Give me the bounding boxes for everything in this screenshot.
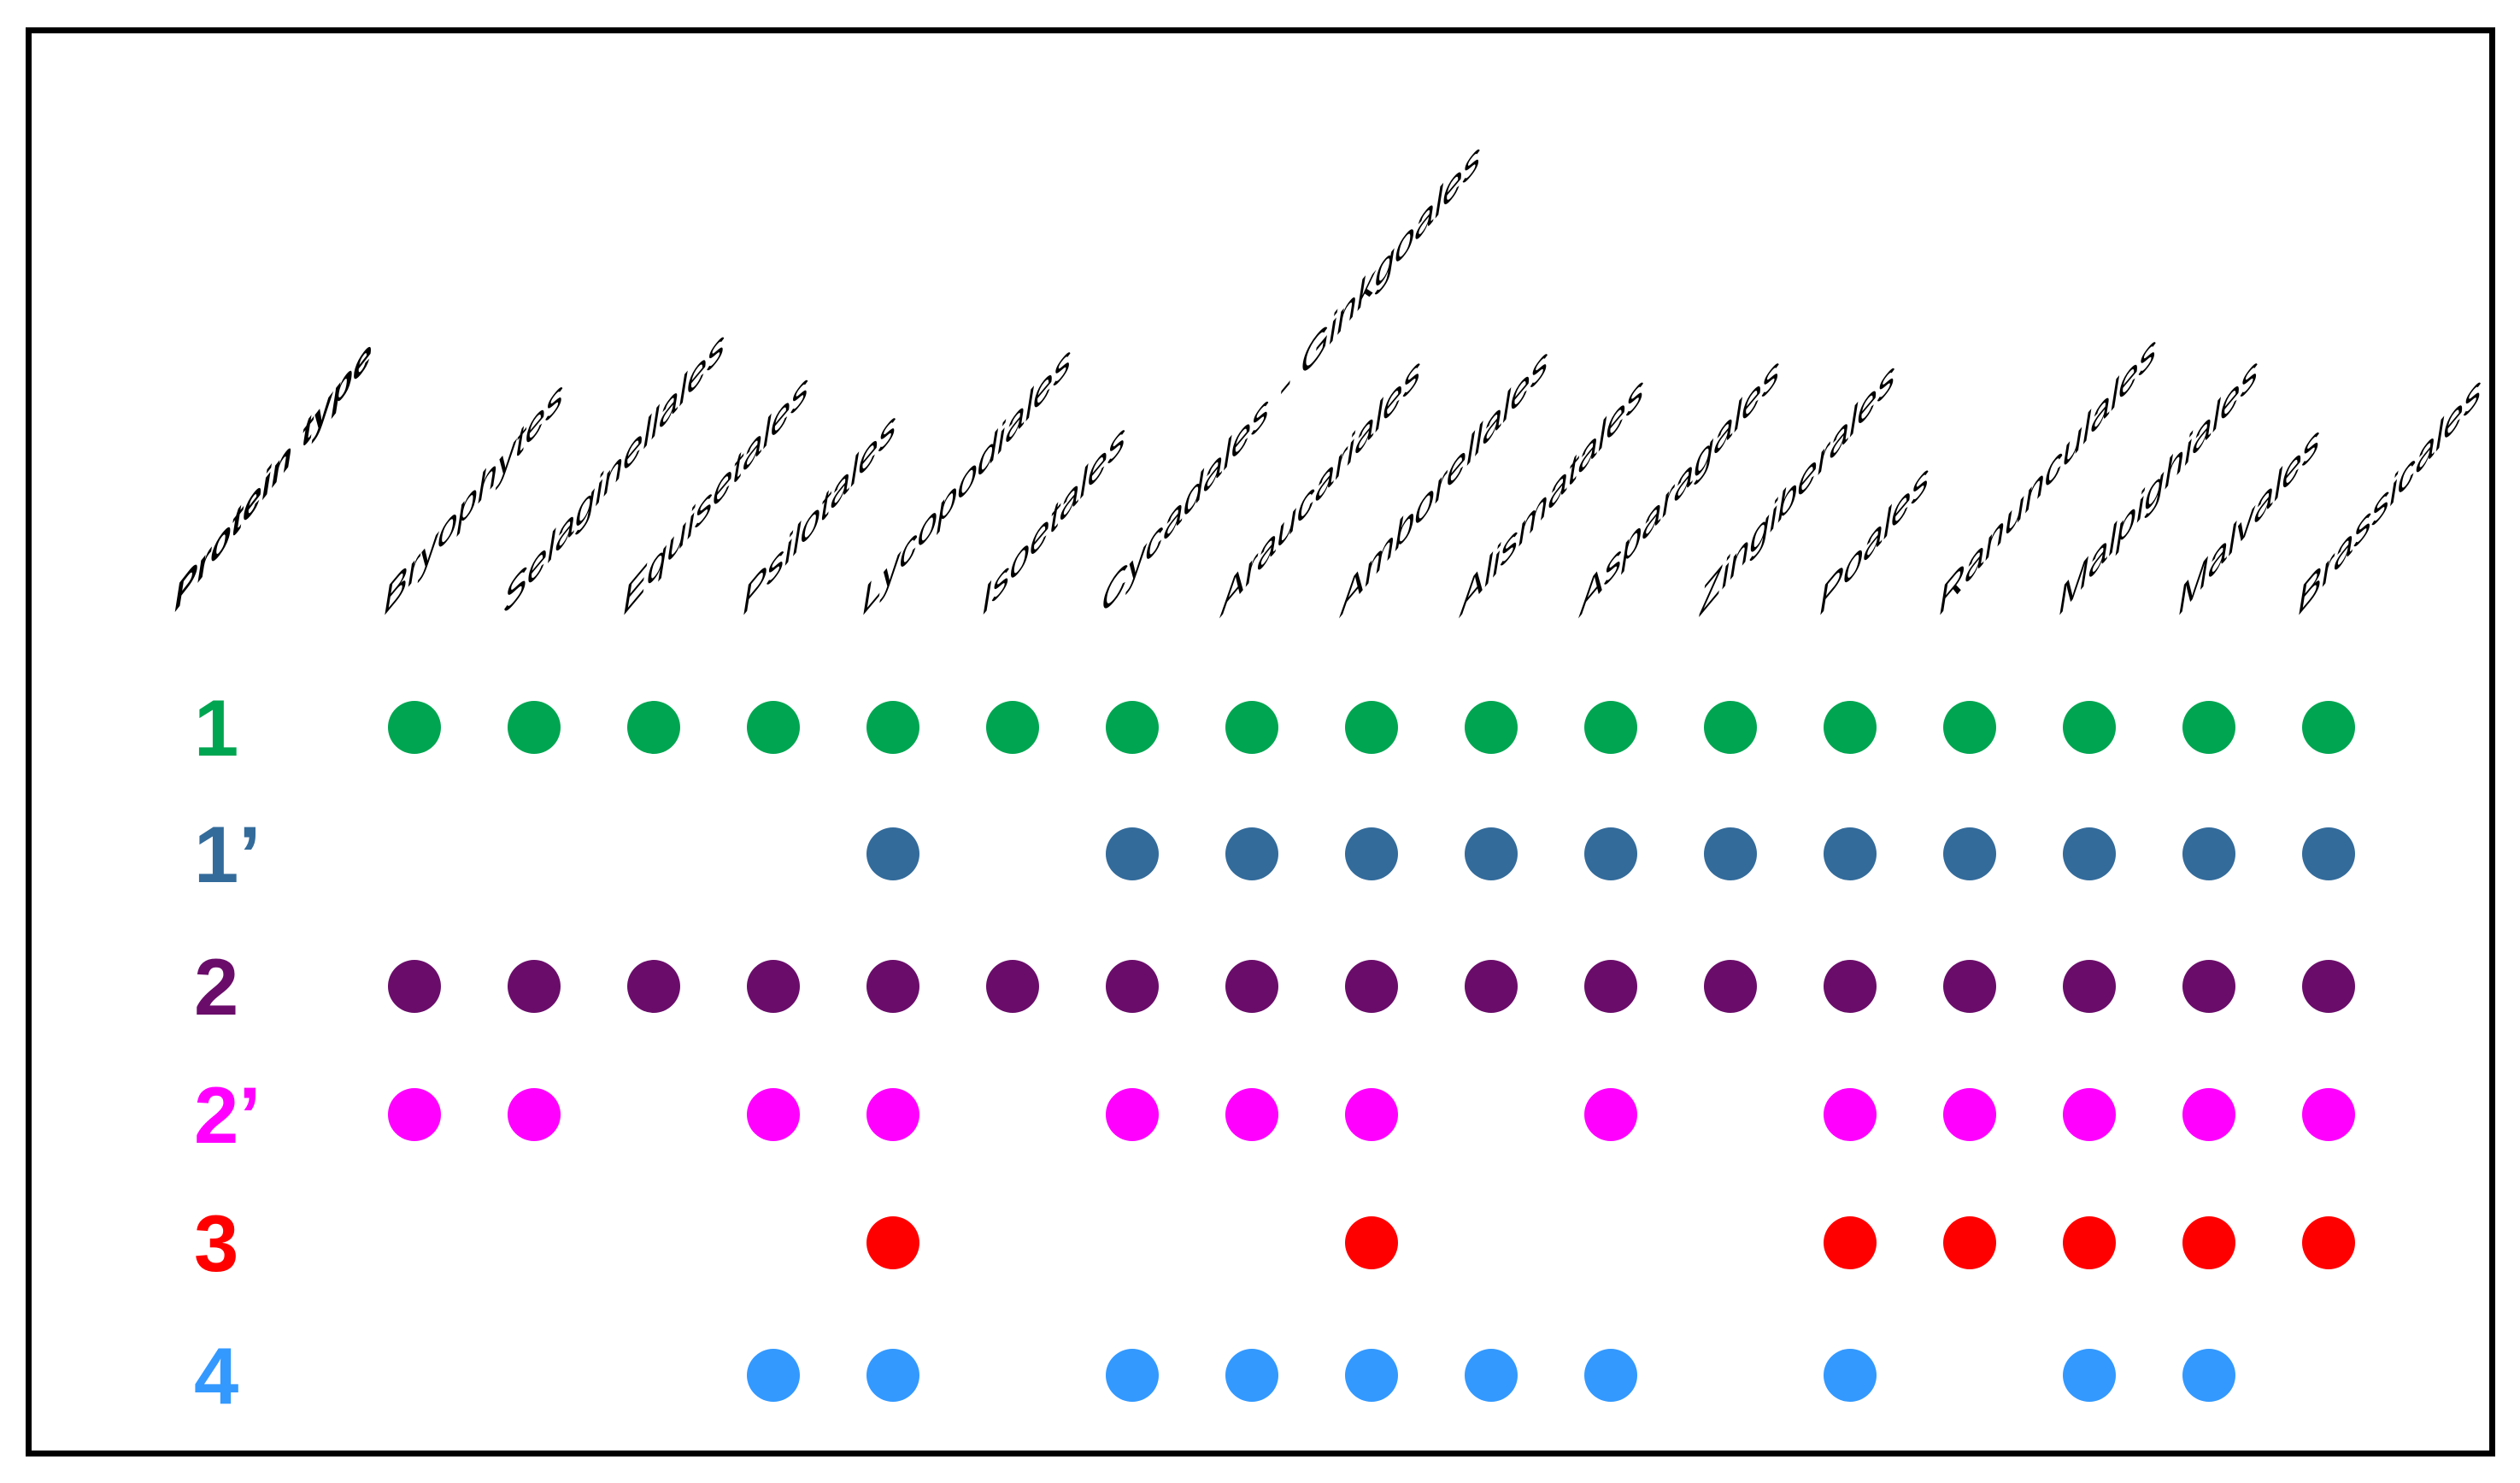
presence-dot bbox=[866, 1349, 919, 1402]
presence-dot bbox=[1704, 827, 1757, 880]
presence-dot bbox=[1225, 960, 1278, 1013]
presence-dot bbox=[2063, 827, 2116, 880]
presence-dot bbox=[2302, 1088, 2355, 1141]
presence-dot bbox=[1824, 1349, 1877, 1402]
presence-dot bbox=[388, 1088, 441, 1141]
presence-dot bbox=[1824, 1088, 1877, 1141]
presence-dot bbox=[747, 960, 800, 1013]
presence-dot bbox=[1465, 1349, 1518, 1402]
presence-dot bbox=[2182, 1349, 2235, 1402]
presence-dot bbox=[1345, 827, 1398, 880]
presence-dot bbox=[866, 701, 919, 754]
presence-dot bbox=[866, 960, 919, 1013]
presence-dot bbox=[2063, 701, 2116, 754]
presence-dot bbox=[1824, 701, 1877, 754]
presence-dot bbox=[1465, 960, 1518, 1013]
presence-dot bbox=[2182, 1088, 2235, 1141]
presence-dot bbox=[1106, 827, 1159, 880]
presence-dot bbox=[2063, 1349, 2116, 1402]
presence-dot bbox=[1225, 701, 1278, 754]
row-label: 3 bbox=[194, 1198, 239, 1288]
presence-dot bbox=[866, 1216, 919, 1269]
presence-dot bbox=[1584, 1088, 1637, 1141]
presence-dot bbox=[1225, 1088, 1278, 1141]
presence-dot bbox=[1465, 701, 1518, 754]
presence-dot bbox=[2182, 960, 2235, 1013]
presence-dot bbox=[1584, 960, 1637, 1013]
presence-dot bbox=[747, 701, 800, 754]
presence-dot bbox=[866, 827, 919, 880]
presence-dot bbox=[1345, 701, 1398, 754]
presence-dot bbox=[1704, 701, 1757, 754]
presence-dot bbox=[388, 701, 441, 754]
presence-dot bbox=[2182, 701, 2235, 754]
presence-dot bbox=[1943, 1088, 1996, 1141]
presence-dot bbox=[2182, 827, 2235, 880]
presence-dot bbox=[1943, 960, 1996, 1013]
presence-dot bbox=[986, 960, 1039, 1013]
presence-dot bbox=[2302, 827, 2355, 880]
presence-dot bbox=[1943, 1216, 1996, 1269]
presence-dot bbox=[2063, 960, 2116, 1013]
presence-dot bbox=[2302, 960, 2355, 1013]
presence-dot bbox=[1106, 701, 1159, 754]
presence-dot bbox=[1345, 1216, 1398, 1269]
presence-dot bbox=[1106, 1349, 1159, 1402]
presence-dot bbox=[1824, 960, 1877, 1013]
presence-dot bbox=[1465, 827, 1518, 880]
presence-dot bbox=[866, 1088, 919, 1141]
row-label: 1’ bbox=[194, 809, 261, 899]
presence-dot bbox=[1584, 701, 1637, 754]
presence-dot bbox=[508, 1088, 561, 1141]
row-label: 4 bbox=[194, 1331, 239, 1421]
row-label: 2’ bbox=[194, 1070, 261, 1160]
presence-dot bbox=[1225, 1349, 1278, 1402]
presence-dot bbox=[747, 1349, 800, 1402]
presence-dot bbox=[2063, 1088, 2116, 1141]
presence-dot bbox=[1345, 1088, 1398, 1141]
chart-border bbox=[26, 27, 2495, 1457]
presence-dot bbox=[2302, 701, 2355, 754]
presence-dot bbox=[1106, 960, 1159, 1013]
presence-dot bbox=[2182, 1216, 2235, 1269]
presence-dot bbox=[508, 960, 561, 1013]
presence-dot bbox=[1225, 827, 1278, 880]
presence-dot bbox=[1943, 827, 1996, 880]
presence-dot bbox=[1824, 1216, 1877, 1269]
presence-dot bbox=[1943, 701, 1996, 754]
presence-dot bbox=[986, 701, 1039, 754]
presence-dot bbox=[1824, 827, 1877, 880]
row-label: 1 bbox=[194, 683, 239, 773]
presence-dot bbox=[1345, 1349, 1398, 1402]
presence-dot bbox=[627, 960, 680, 1013]
presence-dot bbox=[1106, 1088, 1159, 1141]
presence-dot bbox=[2302, 1216, 2355, 1269]
presence-dot bbox=[1345, 960, 1398, 1013]
presence-dot bbox=[508, 701, 561, 754]
presence-dot bbox=[1584, 1349, 1637, 1402]
presence-dot bbox=[1704, 960, 1757, 1013]
presence-dot bbox=[388, 960, 441, 1013]
presence-dot bbox=[627, 701, 680, 754]
row-label: 2 bbox=[194, 942, 239, 1032]
presence-dot bbox=[747, 1088, 800, 1141]
presence-dot bbox=[2063, 1216, 2116, 1269]
presence-dot bbox=[1584, 827, 1637, 880]
